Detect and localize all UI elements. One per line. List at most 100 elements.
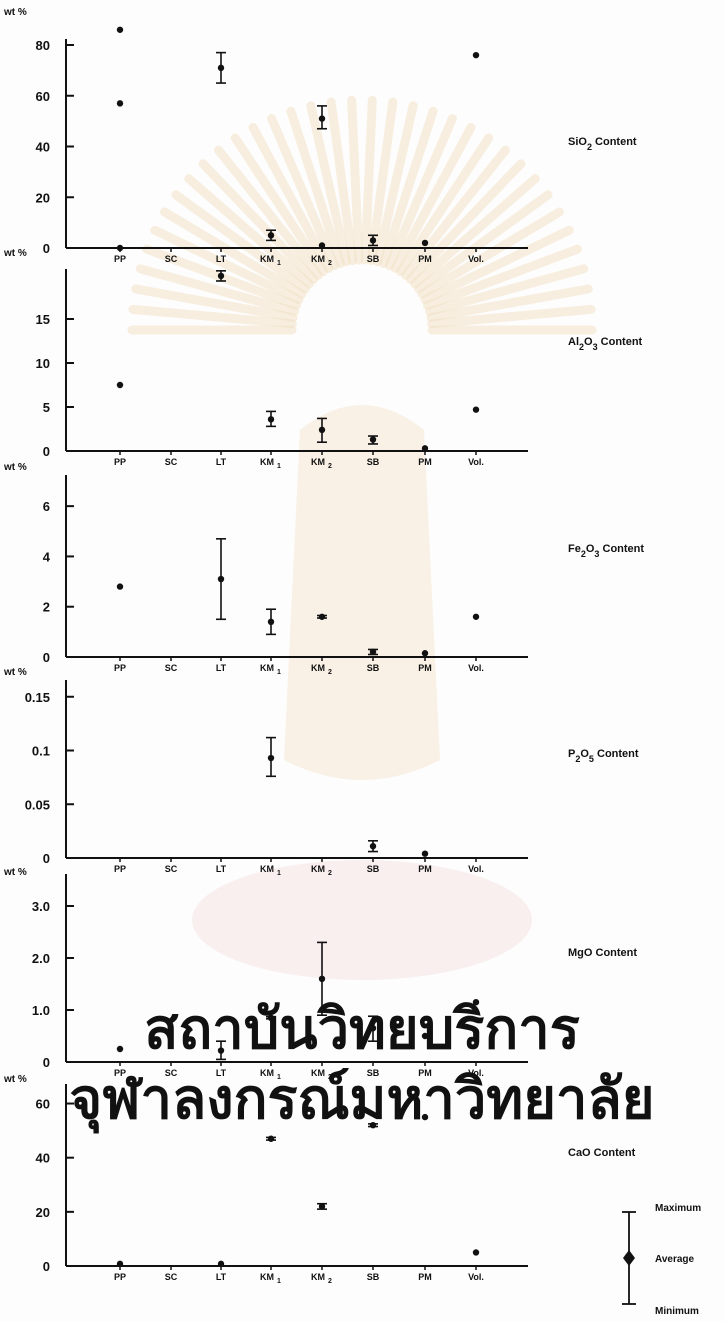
watermark-base [192, 860, 532, 980]
y-tick-label: 15 [36, 312, 50, 327]
watermark-ray [427, 304, 596, 329]
x-tick-label: PP [114, 457, 126, 467]
data-point [217, 1047, 225, 1054]
data-point [369, 842, 377, 850]
watermark-ray [150, 225, 304, 305]
watermark-ray [214, 145, 323, 280]
watermark-ray [267, 114, 339, 271]
watermark-ray [366, 97, 398, 266]
x-tick-label: SC [165, 663, 178, 673]
y-unit-label: wt % [3, 667, 27, 678]
watermark-text: สถาบันวิทยบริการ [144, 997, 580, 1060]
data-point [116, 583, 124, 590]
x-tick-label: Vol. [468, 864, 484, 874]
x-tick-label: PP [114, 1068, 126, 1078]
x-tick-label: KM [311, 254, 325, 264]
watermark-ray [410, 174, 540, 289]
x-tick-label: LT [216, 254, 227, 264]
x-tick-label: SB [367, 663, 380, 673]
watermark-ray [426, 284, 593, 323]
watermark-ray [385, 114, 457, 271]
data-point [318, 115, 326, 122]
watermark-ray [135, 264, 300, 316]
data-point [267, 1135, 275, 1142]
data-point [318, 613, 326, 620]
y-tick-label: 6 [43, 499, 50, 514]
y-tick-label: 0 [43, 1055, 50, 1070]
watermark-body [284, 405, 440, 780]
x-tick-label: LT [216, 457, 227, 467]
y-tick-label: 0.05 [25, 797, 50, 812]
chart-title: CaO Content [568, 1147, 636, 1159]
data-point [369, 237, 377, 244]
data-point [267, 232, 275, 239]
data-point [116, 1045, 124, 1053]
y-tick-label: 3.0 [32, 899, 50, 914]
data-point [116, 26, 124, 33]
x-tick-label: KM [311, 457, 325, 467]
data-point [421, 850, 429, 857]
y-tick-label: 0 [43, 1259, 50, 1274]
x-tick-label: PM [418, 1272, 432, 1282]
x-tick-label-subscript: 1 [277, 669, 281, 676]
x-tick-label: KM [260, 457, 274, 467]
x-tick-label: PM [418, 1068, 432, 1078]
data-point [318, 1203, 326, 1210]
y-tick-label: 2.0 [32, 951, 50, 966]
data-point [318, 975, 326, 982]
watermark-ray [248, 122, 334, 273]
watermark-ray [171, 190, 310, 294]
x-tick-label: PM [418, 663, 432, 673]
data-point [472, 406, 480, 413]
data-point [472, 613, 480, 620]
x-tick-label: SB [367, 864, 380, 874]
x-tick-label-subscript: 2 [328, 260, 332, 267]
data-point [267, 416, 275, 423]
y-unit-label: wt % [3, 7, 27, 18]
y-tick-label: 0 [43, 444, 50, 459]
x-tick-label: SB [367, 254, 380, 264]
x-tick-label: SC [165, 1068, 178, 1078]
y-tick-label: 60 [36, 1097, 50, 1112]
y-tick-label: 1.0 [32, 1003, 50, 1018]
legend-average-label: Average [655, 1254, 695, 1265]
watermark-ray [414, 190, 553, 294]
data-point [318, 242, 326, 249]
y-tick-label: 80 [36, 38, 50, 53]
watermark-ray [230, 133, 328, 277]
y-tick-label: 40 [36, 1151, 50, 1166]
y-tick-label: 20 [36, 190, 50, 205]
chart-title: MgO Content [568, 947, 637, 959]
watermark-ray [420, 225, 574, 305]
watermark-ray [373, 101, 418, 267]
x-tick-label: SB [367, 1068, 380, 1078]
x-tick-label: Vol. [468, 1272, 484, 1282]
x-tick-label-subscript: 2 [328, 1074, 332, 1081]
y-tick-label: 0.15 [25, 690, 50, 705]
data-point [421, 445, 429, 452]
x-tick-label-subscript: 1 [277, 463, 281, 470]
data-point [421, 1113, 429, 1121]
data-point [369, 648, 377, 656]
y-tick-label: 40 [36, 140, 50, 155]
data-point [217, 64, 225, 72]
x-tick-label-subscript: 1 [277, 260, 281, 267]
x-tick-label: PP [114, 254, 126, 264]
x-tick-label: PP [114, 1272, 126, 1282]
x-tick-label: KM [260, 663, 274, 673]
y-tick-label: 0 [43, 650, 50, 665]
data-point [472, 1249, 480, 1256]
chart-title: SiO2 Content [568, 136, 637, 152]
chart-title: Al2O3 Content [568, 336, 643, 352]
data-point [369, 1025, 377, 1032]
y-tick-label: 0 [43, 851, 50, 866]
legend-minimum-label: Minimum [655, 1306, 699, 1317]
y-tick-label: 5 [43, 400, 50, 415]
x-tick-label: SC [165, 457, 178, 467]
chart-panel-4: wt %01.02.03.0PP SC LT KM 1 KM 2 SB PM Vol.MgO Co… [3, 867, 637, 1081]
x-tick-label-subscript: 2 [328, 870, 332, 877]
